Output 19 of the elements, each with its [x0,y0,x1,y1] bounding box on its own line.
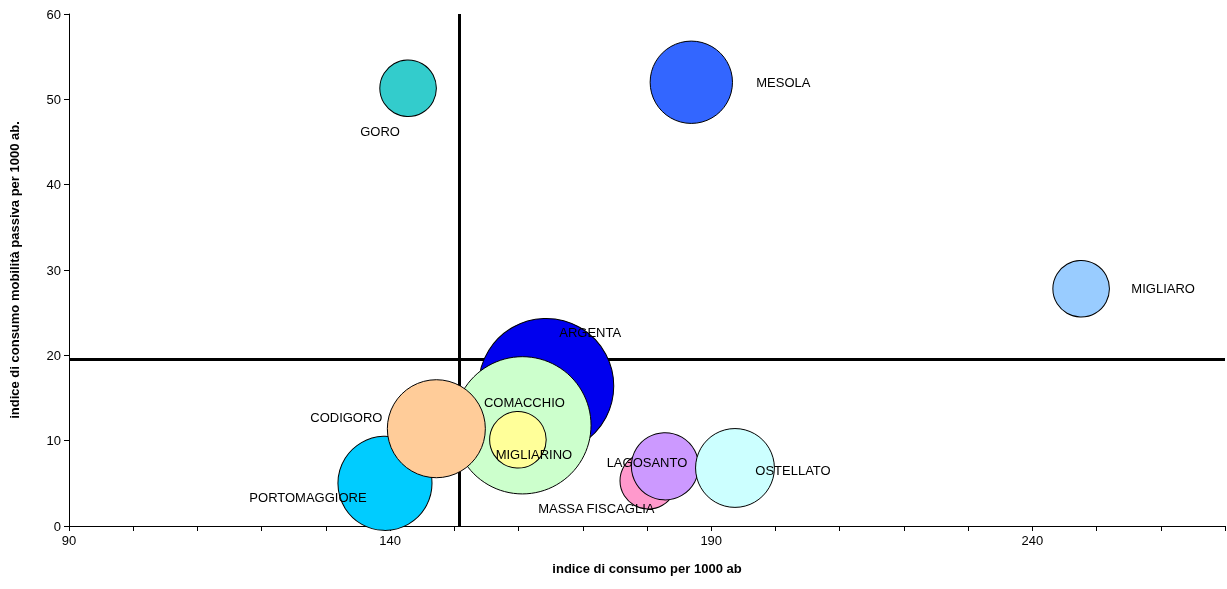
x-tick-label: 190 [700,533,723,548]
y-tick-label: 30 [46,262,61,278]
series-label: MESOLA [756,74,811,90]
x-tick-label: 240 [1021,533,1044,548]
x-tick-label: 90 [61,533,77,548]
y-tick-label: 0 [53,518,61,534]
y-tick-label: 40 [46,177,61,193]
y-tick-label: 20 [46,347,61,363]
series-label: MIGLIARO [1131,281,1195,297]
x-axis-title: indice di consumo per 1000 ab [552,561,742,576]
series-label: COMACCHIO [483,394,565,410]
x-tick-label: 140 [379,533,401,548]
y-tick-label: 50 [46,91,61,107]
y-axis-title: indice di consumo mobilità passiva per 1000 ab. [7,121,22,419]
series-label: CODIGORO [310,410,383,426]
series-label: MASSA FISCAGLIA [538,501,655,517]
series-label: GORO [360,123,400,139]
y-tick-label: 10 [46,433,61,449]
y-tick-label: 60 [46,6,61,22]
